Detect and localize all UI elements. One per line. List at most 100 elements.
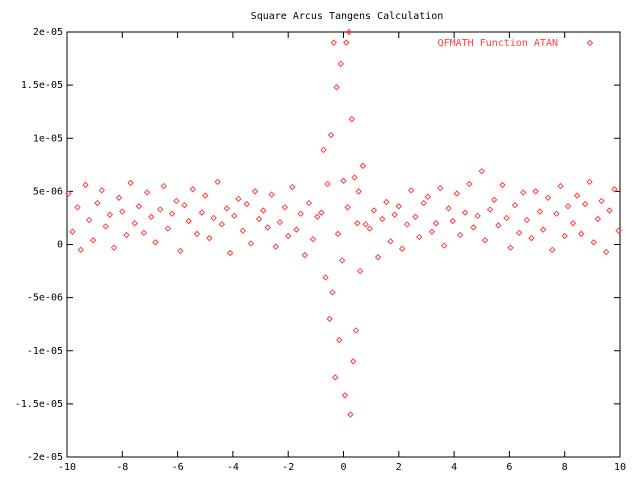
point	[102, 223, 109, 230]
point	[356, 267, 364, 275]
point	[214, 178, 221, 186]
point	[549, 246, 556, 254]
point	[515, 229, 523, 237]
point	[594, 215, 602, 223]
point	[391, 211, 398, 218]
point	[345, 28, 353, 36]
point	[349, 358, 357, 365]
point	[218, 221, 226, 228]
point	[320, 146, 327, 154]
point	[539, 226, 547, 233]
point	[449, 217, 456, 225]
point	[379, 215, 386, 223]
point	[331, 374, 339, 381]
point	[152, 239, 159, 246]
point	[602, 248, 610, 256]
point	[189, 186, 197, 193]
point	[98, 187, 106, 194]
point	[341, 392, 349, 399]
point	[520, 189, 527, 196]
point	[424, 193, 432, 200]
point	[403, 221, 411, 228]
point	[77, 246, 85, 254]
point	[334, 230, 342, 238]
y-tick-label: 1.5e-05	[21, 80, 63, 91]
x-tick-label: 2	[396, 462, 402, 473]
point	[185, 217, 192, 225]
point	[293, 226, 300, 233]
point	[470, 224, 477, 231]
point	[177, 247, 184, 255]
point	[243, 200, 250, 208]
point	[305, 199, 313, 207]
point	[532, 188, 539, 195]
point	[437, 184, 444, 192]
point	[247, 240, 255, 247]
point	[359, 162, 367, 170]
point	[474, 212, 481, 220]
point	[235, 195, 242, 203]
point	[289, 183, 296, 191]
x-tick-label: 4	[451, 462, 457, 473]
y-tick-label: -5e-06	[27, 293, 63, 304]
point	[564, 203, 572, 210]
point	[206, 234, 213, 242]
point	[148, 213, 155, 221]
x-tick-label: -2	[282, 462, 294, 473]
x-tick-label: -8	[116, 462, 128, 473]
point	[615, 227, 622, 234]
point	[281, 204, 289, 211]
point	[268, 191, 275, 198]
point	[140, 229, 148, 237]
point	[490, 196, 498, 204]
chart-title: Square Arcus Tangens Calculation	[251, 11, 444, 22]
point	[160, 182, 167, 190]
point	[412, 213, 419, 221]
point	[528, 234, 535, 242]
point	[606, 207, 613, 214]
point	[511, 201, 519, 209]
point	[453, 190, 461, 197]
point	[297, 210, 304, 217]
point	[90, 237, 97, 244]
point	[536, 208, 544, 215]
point	[351, 174, 358, 181]
point	[255, 215, 263, 223]
point	[330, 39, 338, 46]
point	[370, 207, 378, 214]
point	[544, 194, 552, 201]
point	[309, 235, 317, 243]
point	[65, 190, 72, 197]
point	[110, 244, 118, 251]
point	[523, 216, 531, 224]
point	[264, 224, 271, 231]
point	[355, 188, 362, 195]
point	[223, 205, 231, 212]
point	[348, 115, 356, 123]
x-tick-label: -10	[58, 462, 76, 473]
point	[416, 233, 423, 241]
point	[586, 178, 593, 186]
point	[127, 179, 134, 187]
point	[495, 222, 502, 229]
point	[198, 209, 206, 216]
point	[466, 180, 473, 188]
point	[82, 181, 89, 189]
point	[383, 198, 390, 206]
point	[347, 411, 354, 418]
point	[440, 242, 448, 249]
y-tick-label: -1.5e-05	[15, 399, 63, 410]
legend-label: QFMATH Function ATAN	[438, 38, 558, 49]
point	[503, 214, 510, 222]
point	[326, 315, 333, 323]
x-tick-label: 10	[614, 462, 626, 473]
y-tick-label: 1e-05	[33, 133, 63, 144]
point	[343, 39, 350, 46]
point	[499, 181, 506, 189]
point	[327, 131, 335, 139]
point	[366, 225, 373, 232]
point	[507, 244, 514, 251]
point	[119, 208, 126, 215]
point	[486, 206, 494, 213]
point	[131, 220, 138, 227]
